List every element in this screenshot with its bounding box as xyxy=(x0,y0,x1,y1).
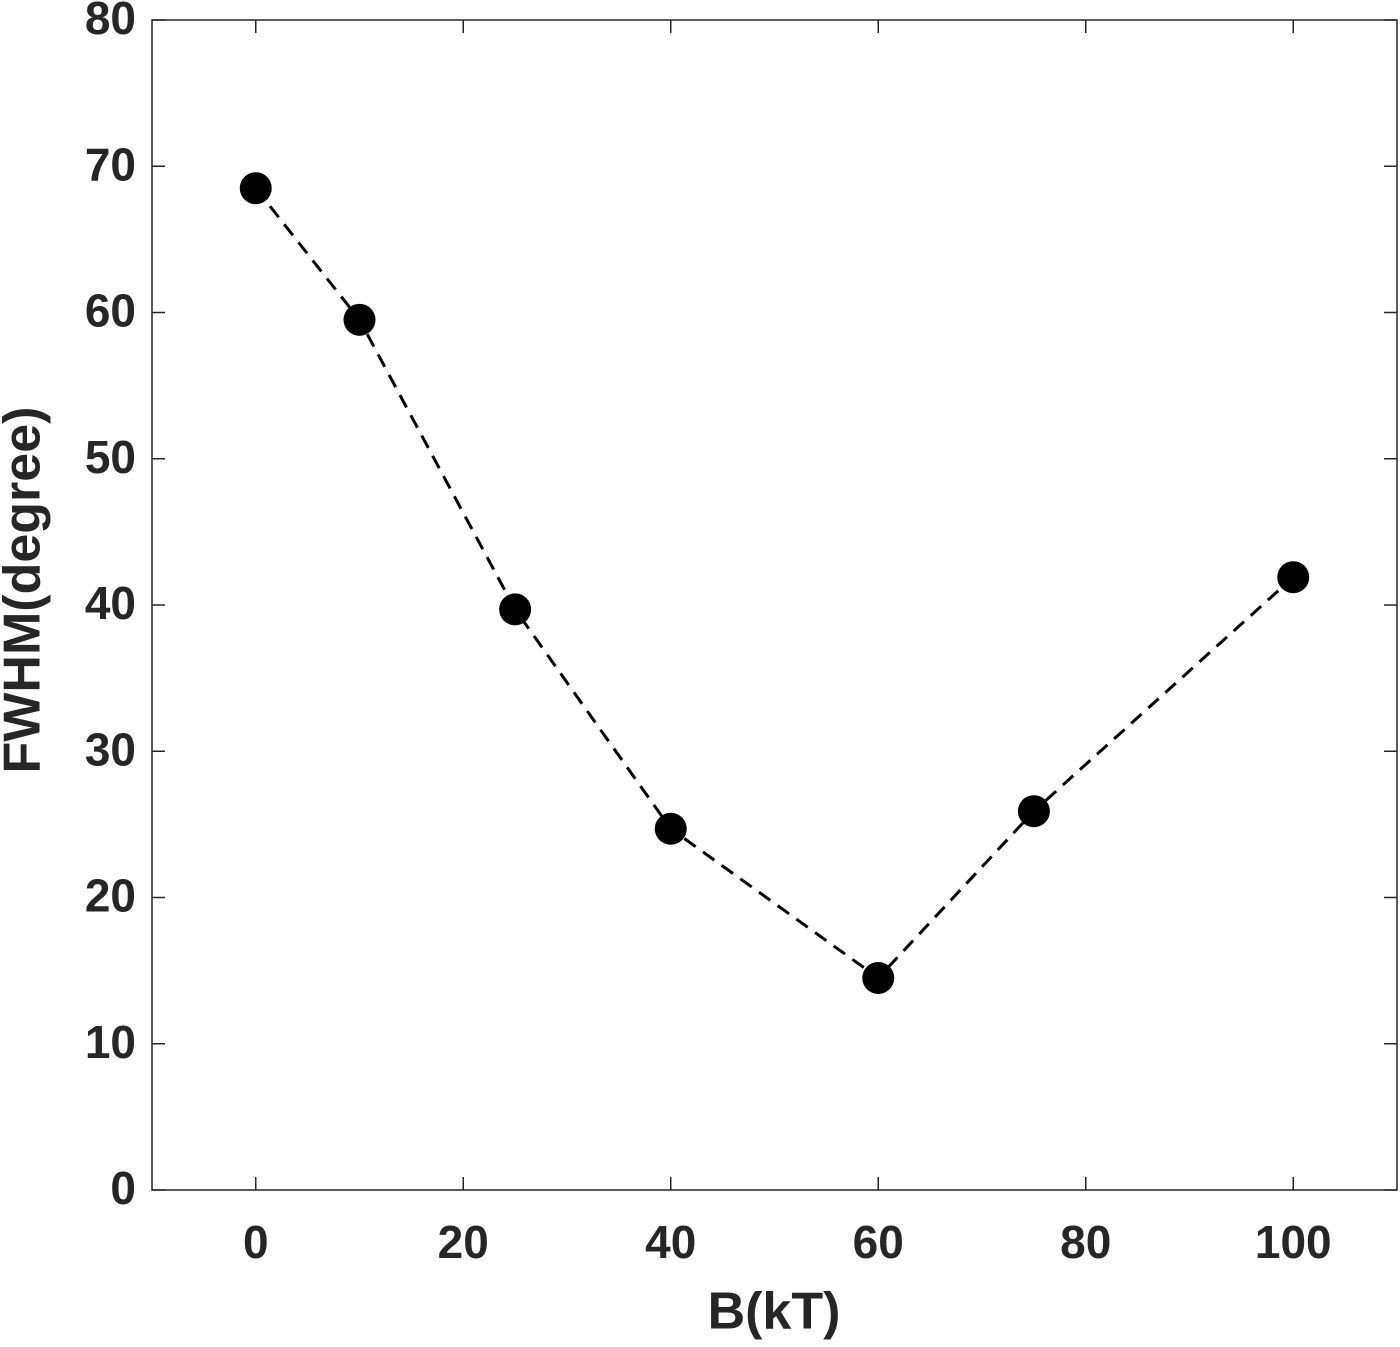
data-point xyxy=(343,303,376,336)
plot-frame xyxy=(151,19,1398,1191)
data-point xyxy=(862,961,895,994)
x-tick-label: 100 xyxy=(1255,1216,1332,1268)
y-tick-label: 0 xyxy=(110,1162,136,1214)
data-line xyxy=(254,187,1295,980)
data-point xyxy=(239,172,272,205)
y-tick-label: 70 xyxy=(85,138,136,190)
data-point xyxy=(654,812,687,845)
y-tick-label: 10 xyxy=(85,1016,136,1068)
data-point xyxy=(1017,795,1050,828)
x-tick-label: 80 xyxy=(1060,1216,1111,1268)
data-point xyxy=(1277,561,1310,594)
y-tick-label: 30 xyxy=(85,723,136,775)
x-tick-label: 60 xyxy=(853,1216,904,1268)
y-tick-label: 80 xyxy=(85,0,136,44)
y-tick-label: 40 xyxy=(85,577,136,629)
x-tick-label: 40 xyxy=(645,1216,696,1268)
x-axis-label: B(kT) xyxy=(708,1283,841,1341)
y-tick-label: 50 xyxy=(85,431,136,483)
data-point xyxy=(499,593,532,626)
y-tick-label: 60 xyxy=(85,285,136,337)
x-tick-label: 20 xyxy=(438,1216,489,1268)
y-tick-label: 20 xyxy=(85,870,136,922)
x-tick-label: 0 xyxy=(243,1216,269,1268)
y-axis-label: FWHM(degree) xyxy=(0,407,52,774)
